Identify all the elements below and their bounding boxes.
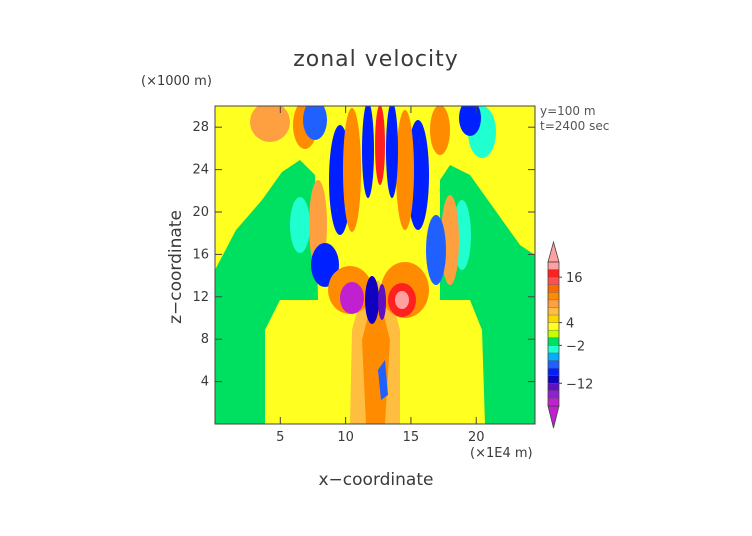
field-lobe-upper-left-2 <box>343 108 361 232</box>
y-axis-unit: (×1000 m) <box>141 74 212 89</box>
y-tick-label: 4 <box>201 375 209 390</box>
field-lobe-top-right-2 <box>430 106 450 155</box>
field-lobe-blue-right <box>426 215 446 285</box>
chart-title: zonal velocity <box>293 47 459 72</box>
y-tick-label: 12 <box>192 290 209 305</box>
field-lobe-top-right <box>459 106 481 136</box>
x-tick-label: 5 <box>276 430 284 445</box>
colorbar-swatch <box>548 360 559 369</box>
colorbar-swatch <box>548 398 559 406</box>
colorbar-swatch <box>548 299 559 308</box>
field-cyan-left <box>290 197 310 253</box>
colorbar-tick-label: −12 <box>566 377 593 392</box>
field-column-blue <box>378 360 388 400</box>
y-axis-label: z−coordinate <box>166 210 186 324</box>
colorbar-bottom-arrow <box>547 405 560 429</box>
colorbar-swatch <box>548 390 559 399</box>
y-tick-label: 8 <box>201 332 209 347</box>
field-lobe-mid-right <box>441 195 459 285</box>
field-core-center-2 <box>378 284 386 320</box>
colorbar: 16 4 −2 −12 <box>547 240 593 429</box>
colorbar-swatch <box>548 322 559 331</box>
colorbar-swatch <box>548 315 559 323</box>
colorbar-swatch <box>548 383 559 391</box>
colorbar-top-arrow <box>547 240 560 263</box>
y-tick-label: 16 <box>192 247 209 262</box>
colorbar-swatch <box>548 375 559 384</box>
field-core-right-peak <box>395 291 409 309</box>
colorbar-swatch <box>548 307 559 316</box>
x-tick-label: 15 <box>403 430 420 445</box>
x-axis-label: x−coordinate <box>318 470 434 490</box>
velocity-field <box>215 106 535 424</box>
colorbar-swatch <box>548 262 559 270</box>
field-lobe-top-left <box>250 106 290 142</box>
y-tick-label: 28 <box>192 120 209 135</box>
y-tick-label: 20 <box>192 205 209 220</box>
field-lobe-top-left-3 <box>303 106 327 140</box>
annotation-time: t=2400 sec <box>540 119 610 133</box>
colorbar-swatch <box>548 352 559 361</box>
field-core-center <box>365 276 379 324</box>
colorbar-swatch <box>548 345 559 353</box>
annotation-y-position: y=100 m <box>540 104 596 118</box>
colorbar-swatch <box>548 330 559 338</box>
field-streak-center <box>375 106 385 185</box>
colorbar-swatch <box>548 368 559 376</box>
colorbar-swatch <box>548 269 559 278</box>
axes: 5 10 15 20 4 8 12 16 20 24 28 <box>192 106 535 445</box>
colorbar-frame <box>547 261 560 407</box>
field-streak-left <box>362 106 374 198</box>
colorbar-swatch <box>548 277 559 285</box>
colorbar-tick-label: −2 <box>566 339 585 354</box>
colorbar-swatch <box>548 292 559 300</box>
field-core-left <box>340 282 364 314</box>
colorbar-tick-label: 16 <box>566 271 583 286</box>
field-lobe-blue-left <box>311 243 339 287</box>
x-tick-label: 20 <box>468 430 485 445</box>
colorbar-swatch <box>548 284 559 293</box>
y-tick-label: 24 <box>192 163 209 178</box>
plot-frame <box>214 105 536 425</box>
field-streak-right <box>386 106 398 198</box>
colorbar-tick-label: 4 <box>566 317 574 332</box>
x-axis-unit: (×1E4 m) <box>470 446 533 461</box>
colorbar-swatch <box>548 337 559 346</box>
field-lobe-upper-right-2 <box>396 110 414 230</box>
x-tick-label: 10 <box>337 430 354 445</box>
